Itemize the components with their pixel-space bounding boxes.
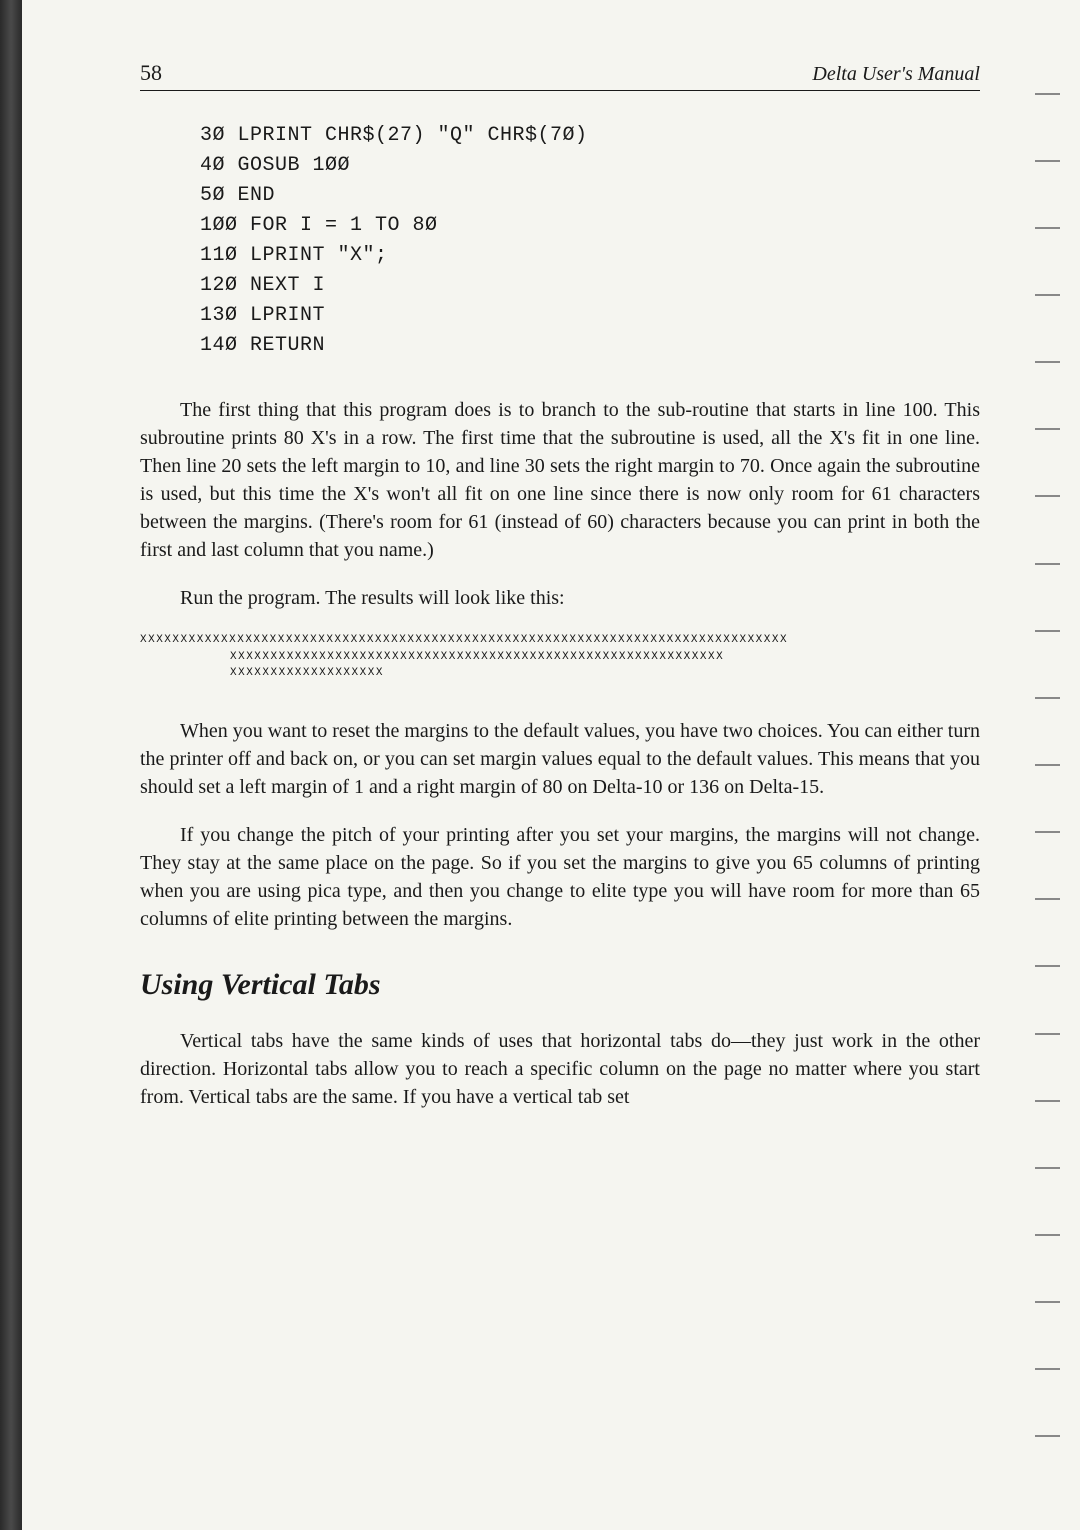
margin-marks-container [1020,0,1060,1530]
margin-mark [1035,93,1060,95]
margin-mark [1035,764,1060,766]
code-line: 11Ø LPRINT "X"; [200,241,980,271]
paragraph-1: The first thing that this program does i… [140,396,980,564]
margin-mark [1035,1234,1060,1236]
paragraph-1-tail-text: Run the program. The results will look l… [180,587,565,609]
output-line-2: XXXXXXXXXXXXXXXXXXXXXXXXXXXXXXXXXXXXXXXX… [230,649,980,666]
code-line: 5Ø END [200,181,980,211]
output-line-1: XXXXXXXXXXXXXXXXXXXXXXXXXXXXXXXXXXXXXXXX… [140,632,980,649]
margin-mark [1035,428,1060,430]
paragraph-3-text: If you change the pitch of your printing… [140,824,980,930]
margin-mark [1035,1301,1060,1303]
code-line: 1ØØ FOR I = 1 TO 8Ø [200,211,980,241]
code-line: 14Ø RETURN [200,331,980,361]
margin-mark [1035,1100,1060,1102]
paragraph-2: When you want to reset the margins to th… [140,717,980,801]
margin-mark [1035,495,1060,497]
spiral-binding [0,0,22,1530]
margin-mark [1035,630,1060,632]
margin-mark [1035,563,1060,565]
paragraph-4-text: Vertical tabs have the same kinds of use… [140,1030,980,1108]
code-line: 12Ø NEXT I [200,271,980,301]
margin-mark [1035,965,1060,967]
margin-mark [1035,1435,1060,1437]
paragraph-1-tail: Run the program. The results will look l… [140,584,980,612]
margin-mark [1035,1167,1060,1169]
page-header: 58 Delta User's Manual [140,60,980,91]
margin-mark [1035,1368,1060,1370]
margin-mark [1035,361,1060,363]
margin-mark [1035,160,1060,162]
margin-mark [1035,697,1060,699]
code-block: 3Ø LPRINT CHR$(27) "Q" CHR$(7Ø) 4Ø GOSUB… [200,121,980,361]
margin-mark [1035,1033,1060,1035]
header-title: Delta User's Manual [812,63,980,86]
margin-mark [1035,898,1060,900]
code-line: 13Ø LPRINT [200,301,980,331]
code-line: 3Ø LPRINT CHR$(27) "Q" CHR$(7Ø) [200,121,980,151]
margin-mark [1035,227,1060,229]
paragraph-4: Vertical tabs have the same kinds of use… [140,1027,980,1111]
output-block: XXXXXXXXXXXXXXXXXXXXXXXXXXXXXXXXXXXXXXXX… [140,632,980,682]
section-heading-vertical-tabs: Using Vertical Tabs [140,968,980,1002]
page-number: 58 [140,60,162,86]
margin-mark [1035,831,1060,833]
margin-mark [1035,294,1060,296]
code-line: 4Ø GOSUB 1ØØ [200,151,980,181]
output-line-3: XXXXXXXXXXXXXXXXXXX [230,665,980,682]
paragraph-3: If you change the pitch of your printing… [140,821,980,933]
paragraph-1-text: The first thing that this program does i… [140,399,980,561]
paragraph-2-text: When you want to reset the margins to th… [140,720,980,798]
